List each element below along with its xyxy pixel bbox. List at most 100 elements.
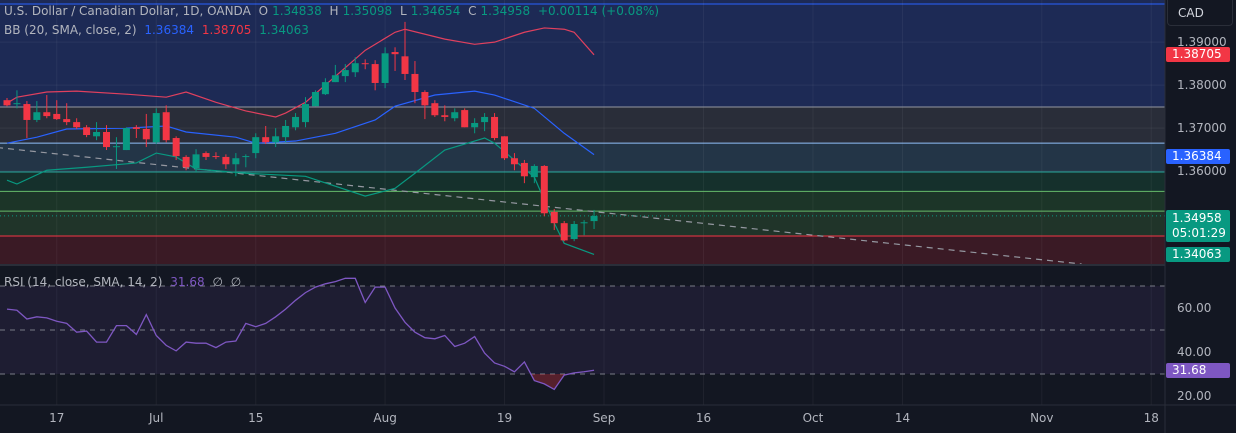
bb-lower-value: 1.34063 [259,23,309,37]
candle-body [550,211,558,224]
candle-body [162,112,170,141]
rsi-ma-value: ∅ [212,275,223,289]
candle [43,95,51,119]
candle [202,151,210,160]
candle [471,118,479,134]
candle-body [421,92,429,106]
candle-body [540,165,548,214]
price-zone [0,191,1165,212]
candle [411,61,419,104]
candle [132,125,140,139]
time-tick-label: Aug [373,411,396,425]
time-tick-label: Nov [1030,411,1053,425]
candle-body [53,113,61,120]
open-value: 1.34838 [272,4,322,18]
candle [550,208,558,231]
close-value: 1.34958 [480,4,531,18]
candle [53,100,61,120]
candle-body [351,63,359,73]
candle [451,108,459,122]
candle-body [321,82,329,95]
candle-body [33,112,41,120]
rsi-extra-value: ∅ [230,275,242,289]
candle-body [560,223,568,241]
candle [381,47,389,89]
candle-body [391,52,399,55]
candle-body [3,100,11,106]
candle [242,154,250,168]
candle-body [331,75,339,83]
candle [192,149,200,172]
candle-body [530,165,538,178]
symbol-title[interactable]: U.S. Dollar / Canadian Dollar, 1D, OANDA [4,4,251,18]
candle [570,221,578,242]
price-tick-label: 1.39000 [1177,35,1227,49]
rsi-tick-label: 60.00 [1177,301,1211,315]
symbol-legend: U.S. Dollar / Canadian Dollar, 1D, OANDA… [4,4,663,18]
candle [162,105,170,143]
bb-title[interactable]: BB (20, SMA, close, 2) [4,23,137,37]
candle [391,47,399,71]
candle-body [481,116,489,123]
price-tick-label: 1.38000 [1177,78,1227,92]
candle-body [152,113,160,143]
change-value: +0.00114 (+0.08%) [538,4,660,18]
candle-body [192,154,200,169]
candle-body [371,64,379,83]
price-zone [0,0,1165,108]
candle [540,165,548,217]
candle [311,90,319,107]
candle-body [401,56,409,74]
candle [530,164,538,184]
candle [262,125,270,145]
candle [93,122,101,141]
candle [351,57,359,77]
low-value: 1.34654 [410,4,461,18]
bb-basis-badge: 1.36384 [1166,149,1230,164]
candle-body [451,112,459,119]
high-label: H [329,4,339,18]
candle-body [311,92,319,107]
last-price-badge: 1.34958 05:01:29 [1166,210,1230,242]
candle-body [590,215,598,222]
time-tick-label: Jul [148,411,163,425]
currency-button[interactable]: CAD [1167,0,1233,26]
candle [222,154,230,169]
bb-basis-value: 1.36384 [144,23,194,37]
bb-basis-line [6,90,595,156]
candle [401,21,409,80]
candle [182,155,190,171]
candle-body [441,115,449,117]
price-zone [0,107,1165,144]
rsi-line [6,277,595,391]
candle-body [381,53,389,83]
candle-body [212,156,220,158]
candle-body [83,127,91,136]
candle [431,100,439,117]
price-tick-label: 1.37000 [1177,121,1227,135]
candle [272,128,280,148]
open-label: O [258,4,269,18]
rsi-tick-label: 20.00 [1177,389,1211,403]
low-label: L [400,4,407,18]
rsi-legend: RSI (14, close, SMA, 14, 2) 31.68 ∅ ∅ [4,275,245,289]
candle-body [252,137,260,154]
candle-body [431,103,439,116]
candle-body [520,162,528,177]
price-zone [0,171,1165,192]
time-tick-label: 14 [895,411,910,425]
rsi-oversold-fill [7,373,595,390]
candle [331,64,339,83]
rsi-title[interactable]: RSI (14, close, SMA, 14, 2) [4,275,163,289]
candle-body [510,158,518,165]
candle [212,152,220,160]
candle-body [172,138,180,157]
candle [83,125,91,138]
candle-body [232,158,240,165]
pane-separator [0,264,1236,266]
candle [590,209,598,230]
candle [361,59,369,70]
candle [580,220,588,236]
candle-body [182,156,190,168]
